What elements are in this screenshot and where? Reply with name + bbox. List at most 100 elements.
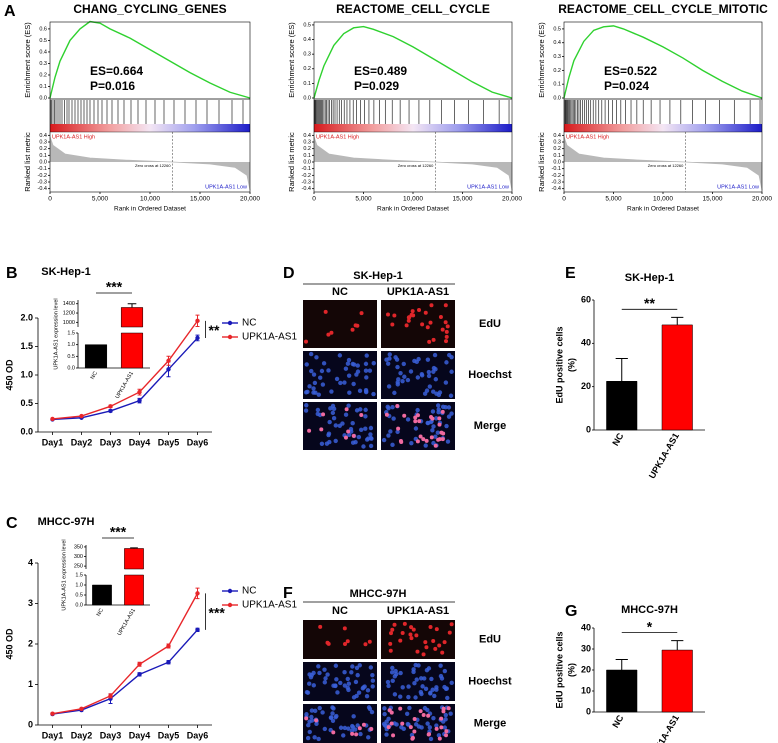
column-label: NC <box>332 286 348 298</box>
nucleus <box>346 403 351 408</box>
nucleus <box>433 434 438 439</box>
nucleus <box>331 416 337 421</box>
edu-cell <box>413 419 418 424</box>
edu-cell <box>440 437 445 442</box>
y-tick-label: 0.3 <box>553 54 561 60</box>
x-tick-label: Day4 <box>129 730 151 740</box>
edu-cell <box>431 639 436 644</box>
edu-cell <box>444 334 449 339</box>
point <box>108 693 113 699</box>
nucleus <box>384 719 389 724</box>
nucleus <box>341 733 346 738</box>
nucleus <box>388 429 393 434</box>
nucleus <box>368 425 374 431</box>
x-tick-label: 5,000 <box>355 196 372 203</box>
bar <box>661 324 693 431</box>
edu-cell <box>402 621 407 626</box>
y-tick-label: 30 <box>581 643 591 653</box>
zero-cross-label: Zero cross at 12260 <box>135 163 171 168</box>
nucleus <box>360 686 366 691</box>
nucleus <box>346 681 352 686</box>
es-label: ES=0.522 <box>604 64 657 78</box>
y-tick-label: 1.5 <box>67 330 75 336</box>
nucleus <box>333 438 338 444</box>
series-line <box>52 629 199 715</box>
nucleus <box>312 735 317 740</box>
nucleus <box>355 363 360 368</box>
edu-cell <box>326 641 331 646</box>
nucleus <box>428 691 433 696</box>
x-tick-label: 0 <box>562 196 566 203</box>
nucleus <box>364 375 369 380</box>
high-label: UPK1A-AS1 High <box>566 134 609 140</box>
nucleus <box>359 427 364 433</box>
y-axis-unit: (%) <box>566 663 576 677</box>
es-curve <box>49 20 251 99</box>
nucleus <box>406 694 411 700</box>
nucleus <box>414 677 419 682</box>
point <box>50 416 55 422</box>
nucleus <box>422 705 428 711</box>
nucleus <box>404 711 410 717</box>
x-tick-label: Day3 <box>100 730 122 740</box>
es-curve <box>313 25 513 99</box>
edu-cell <box>421 712 426 717</box>
panel-letter: F <box>283 585 293 602</box>
edu-cell <box>345 639 350 644</box>
legend-label: UPK1A-AS1 <box>242 600 297 611</box>
edu-cell <box>323 309 328 314</box>
panel-title: SK-Hep-1 <box>353 270 403 282</box>
edu-cell <box>412 716 417 721</box>
nucleus <box>328 715 334 720</box>
nucleus <box>355 369 361 374</box>
edu-cell <box>326 332 331 337</box>
chart-title: REACTOME_CELL_CYCLE_MITOTIC <box>558 2 768 16</box>
y-tick-label: 0.0 <box>303 95 311 101</box>
nucleus <box>428 736 434 742</box>
nucleus <box>384 732 389 737</box>
metric-tick-label: -0.3 <box>38 179 47 185</box>
nucleus <box>305 735 311 741</box>
nucleus <box>409 440 414 446</box>
y-tick-label: 0.5 <box>75 592 83 598</box>
y-tick-label: 2.0 <box>20 312 33 322</box>
metric-curve <box>313 136 513 191</box>
nucleus <box>326 368 331 373</box>
series-line <box>52 320 199 420</box>
edu-cell <box>434 627 439 632</box>
edu-cell <box>409 636 414 641</box>
nucleus <box>342 725 348 731</box>
y-tick-label: 0.2 <box>39 72 47 78</box>
metric-tick-label: 0.0 <box>303 159 311 165</box>
nucleus <box>314 721 319 727</box>
nucleus <box>387 356 392 361</box>
edu-cell <box>415 413 420 418</box>
nucleus <box>430 428 435 433</box>
edu-cell <box>410 735 415 740</box>
x-tick-label: Day2 <box>71 730 93 740</box>
y-axis-label: Enrichment score (ES) <box>537 22 546 98</box>
x-tick-label: Day4 <box>129 437 151 447</box>
significance-label: *** <box>110 524 127 540</box>
nucleus <box>425 721 430 726</box>
y-tick-label: 1000 <box>63 320 75 326</box>
edu-cell <box>433 646 438 651</box>
x-tick-label: 15,000 <box>190 196 210 203</box>
chart-title: SK-Hep-1 <box>625 272 675 284</box>
metric-curve <box>49 136 251 191</box>
nucleus <box>386 683 391 689</box>
nucleus <box>309 368 314 374</box>
metric-tick-label: 0.1 <box>553 153 561 159</box>
legend-marker <box>227 588 233 594</box>
chart-title: MHCC-97H <box>38 516 95 528</box>
edu-cell <box>408 632 413 637</box>
x-tick-label: Day1 <box>42 730 64 740</box>
y-axis-label: Enrichment score (ES) <box>287 22 296 98</box>
nucleus <box>445 439 451 444</box>
nucleus <box>398 670 403 676</box>
x-tick-label: 10,000 <box>140 196 160 203</box>
nucleus <box>430 687 435 692</box>
nucleus <box>371 391 376 397</box>
metric-tick-label: 0.4 <box>39 133 47 139</box>
nucleus <box>449 354 454 360</box>
